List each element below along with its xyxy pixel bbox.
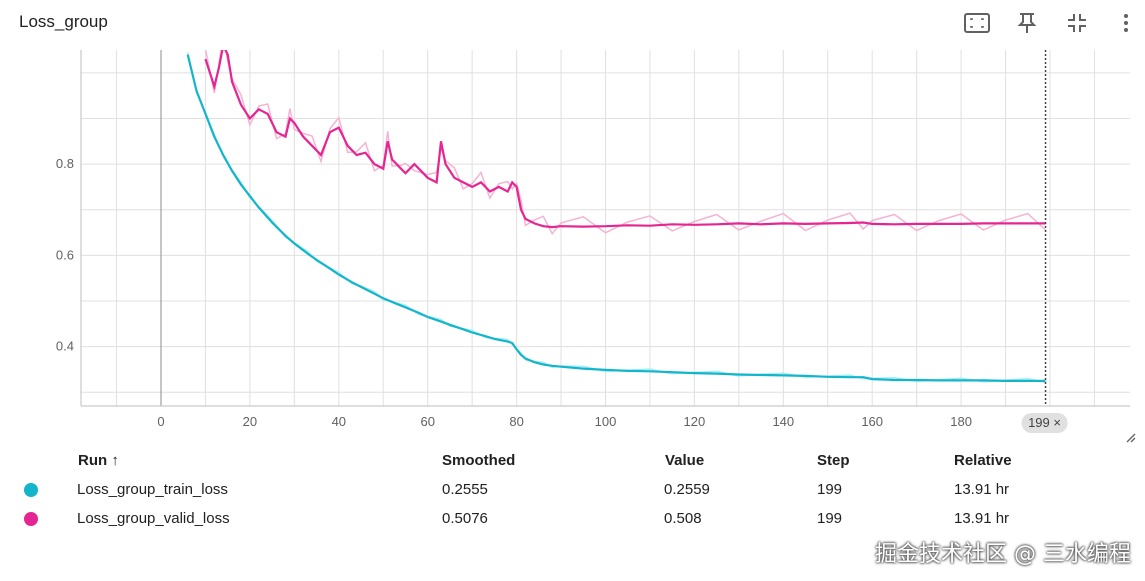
- smoothed-value: 0.5076: [442, 510, 488, 527]
- raw-value: 0.2559: [664, 481, 710, 498]
- raw-value: 0.508: [664, 510, 702, 527]
- table-row: Loss_group_train_loss 0.2555 0.2559 199 …: [0, 475, 1145, 504]
- more-vert-icon[interactable]: [1112, 9, 1140, 37]
- y-tick-label: 0.4: [56, 339, 74, 354]
- pin-icon[interactable]: [1013, 9, 1041, 37]
- x-tick-label: 120: [684, 414, 706, 429]
- x-tick-label: 180: [950, 414, 972, 429]
- column-header-relative[interactable]: Relative: [954, 452, 1012, 469]
- x-tick-label: 80: [509, 414, 523, 429]
- step-cursor-label: 199 ×: [1028, 415, 1061, 430]
- x-tick-label: 20: [243, 414, 257, 429]
- x-tick-label: 0: [157, 414, 164, 429]
- relative-time: 13.91 hr: [954, 510, 1010, 527]
- raw-series-line: [204, 50, 1047, 236]
- card-title: Loss_group: [19, 12, 108, 31]
- step-cursor-badge: [1021, 413, 1068, 433]
- run-name: Loss_group_train_loss: [77, 481, 228, 498]
- run-color-dot: [24, 512, 38, 526]
- x-tick-label: 100: [595, 414, 617, 429]
- card-header: Loss_group: [0, 0, 1145, 46]
- line-chart[interactable]: 0 20 40 60 80 100 120 140 160 180 0.4 0.6 0.8 199 ×: [0, 46, 1145, 438]
- series-line: [204, 50, 1046, 229]
- smoothed-value: 0.2555: [442, 481, 488, 498]
- column-header-value[interactable]: Value: [665, 452, 705, 469]
- run-name: Loss_group_valid_loss: [77, 510, 230, 527]
- x-tick-label: 160: [861, 414, 883, 429]
- x-tick-label: 140: [772, 414, 794, 429]
- step-value: 199: [817, 510, 843, 527]
- y-tick-label: 0.8: [56, 156, 74, 171]
- collapse-icon[interactable]: [1063, 9, 1091, 37]
- table-row: Loss_group_valid_loss 0.5076 0.508 199 1…: [0, 504, 1145, 533]
- step-value: 199: [817, 481, 843, 498]
- y-tick-label: 0.6: [56, 247, 74, 262]
- fit-domain-icon[interactable]: [963, 9, 991, 37]
- column-header-run[interactable]: Run ↑: [78, 452, 119, 469]
- column-header-smoothed[interactable]: Smoothed: [442, 452, 516, 469]
- series-line: [186, 54, 1046, 382]
- x-tick-label: 60: [420, 414, 434, 429]
- x-tick-label: 40: [332, 414, 346, 429]
- column-header-step[interactable]: Step: [817, 452, 850, 469]
- run-color-dot: [24, 483, 38, 497]
- relative-time: 13.91 hr: [954, 481, 1010, 498]
- resize-handle-icon[interactable]: [1124, 430, 1136, 448]
- watermark: 掘金技术社区 @ 三水编程: [875, 542, 1131, 567]
- table-header-row: Run ↑ Smoothed Value Step Relative: [0, 446, 1145, 475]
